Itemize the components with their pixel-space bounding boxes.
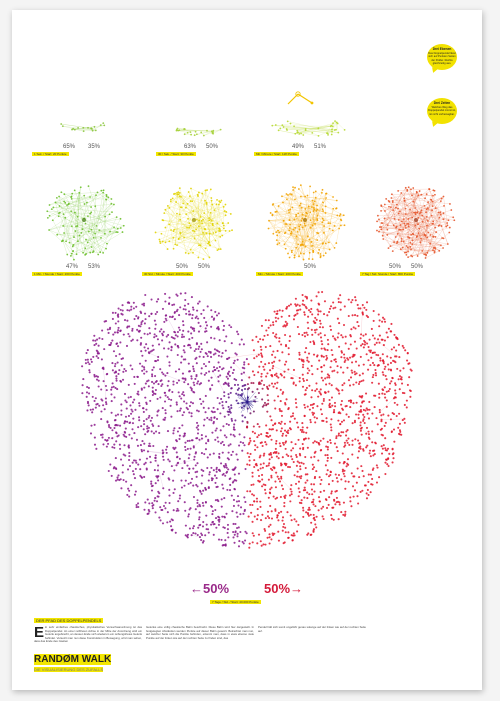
footer-title: RANDØM WALK — [34, 654, 112, 665]
big-chart-left-pct-text: 50% — [203, 581, 230, 596]
right-arrow-icon: → — [290, 581, 304, 596]
poster: Drei Ebenen Das Doppelpendel lässt sich … — [12, 10, 482, 690]
big-chart-left-pct: ←50% — [190, 581, 229, 596]
small-chart-2-left-pct: 63% — [184, 144, 197, 150]
info-bubble-1-text: Das Doppelpendel lässt sich auf Punkten … — [428, 52, 456, 65]
small-chart-1-right-pct: 35% — [88, 144, 101, 150]
visualization-canvas — [46, 91, 456, 549]
footer-column-1-text: in sehr einfaches chaotisches, physikali… — [34, 625, 142, 644]
medium-chart-1-caption: 1 Min. / Stunde / Start: 200 Punkte — [32, 272, 82, 276]
medium-chart-2 — [154, 187, 233, 260]
medium-chart-3 — [267, 184, 346, 261]
medium-chart-4-left-pct: 50% — [389, 264, 402, 270]
medium-chart-1 — [46, 185, 125, 261]
medium-chart-4-caption: 7 Tag / Std. Stunde / Start: 800 Punkte — [360, 272, 416, 276]
left-arrow-icon: ← — [190, 581, 203, 596]
big-chart-right-pct-text: 50% — [264, 581, 291, 596]
footer-title-text: RANDØM WALK — [34, 654, 112, 665]
small-chart-3 — [271, 120, 346, 137]
medium-chart-1-right-pct: 53% — [88, 264, 101, 270]
info-bubble-2: Drei Zeiten Welches Weg das Doppelpendel… — [427, 98, 457, 124]
medium-chart-1-left-pct: 47% — [66, 264, 79, 270]
small-chart-1-caption: 1 Sek. / Start: 20 Punkte — [32, 152, 69, 156]
small-chart-1 — [60, 122, 106, 133]
footer-subtitle: DIE VISUALISIERUNG DES ZUFALLS — [34, 667, 104, 672]
big-chart-caption: 7 Tage / Std. / Start: 40.000 Punkte — [210, 600, 261, 604]
small-chart-3-right-pct: 51% — [314, 144, 327, 150]
footer-column-3: Pendel hält sich somit ungefähr genau so… — [258, 625, 366, 633]
small-chart-2-caption: 30 / Sek. / Start: 30 Punkte — [156, 152, 196, 156]
info-bubble-2-text: Welches Weg das Doppelpendel nimmt ist, … — [428, 106, 456, 116]
footer-column-2: Gelenks eine völlig chaotische Bahn besc… — [146, 625, 254, 640]
footer-dropcap: E — [34, 624, 45, 641]
footer-column-2-text: Gelenks eine völlig chaotische Bahn besc… — [146, 625, 254, 640]
info-bubble-1: Drei Ebenen Das Doppelpendel lässt sich … — [427, 44, 457, 70]
footer-subtitle-text: DIE VISUALISIERUNG DES ZUFALLS — [34, 667, 104, 672]
medium-chart-2-caption: 30 Std. / Minute / Start: 400 Punkte — [142, 272, 193, 276]
info-bubble-1-title: Drei Ebenen — [432, 47, 452, 51]
small-chart-3-left-pct: 49% — [292, 144, 305, 150]
medium-chart-4-right-pct: 50% — [411, 264, 424, 270]
medium-chart-2-right-pct: 50% — [198, 264, 211, 270]
pendulum-icon — [287, 91, 314, 105]
medium-chart-3-caption: Min. / Minute / Start: 200 Punkte — [256, 272, 303, 276]
info-bubble-2-title: Drei Zeiten — [433, 101, 451, 105]
small-chart-2 — [175, 127, 222, 137]
big-chart-right-pct: 50%→ — [264, 581, 303, 596]
small-chart-1-left-pct: 65% — [63, 144, 76, 150]
footer-kicker: DER PFAD DES DOPPELPENDELS — [34, 618, 104, 623]
medium-chart-2-left-pct: 50% — [176, 264, 189, 270]
medium-chart-3-right-pct: 50% — [304, 264, 317, 270]
medium-chart-4 — [376, 186, 456, 259]
footer-column-3-text: Pendel hält sich somit ungefähr genau so… — [258, 625, 366, 633]
big-chart — [81, 290, 413, 549]
small-chart-2-right-pct: 50% — [206, 144, 219, 150]
small-chart-3-caption: Mit / Minute / Start: 118 Punkte — [254, 152, 299, 156]
